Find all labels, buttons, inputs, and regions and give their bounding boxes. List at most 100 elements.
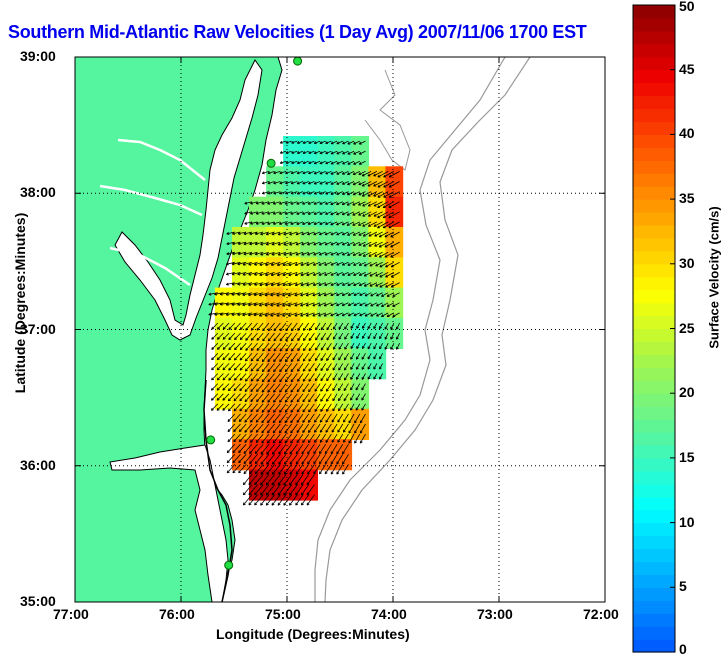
colorbar-tick-label: 50 [679, 0, 695, 14]
arrow-head [228, 328, 232, 330]
velocity-arrow [347, 191, 355, 196]
arrow-head [264, 295, 268, 297]
velocity-arrow [361, 353, 366, 360]
arrow-head [278, 472, 282, 475]
velocity-arrow [261, 423, 270, 434]
velocity-arrow [254, 272, 264, 276]
arrow-head [250, 369, 254, 372]
velocity-arrow [331, 423, 338, 433]
arrow-head [355, 398, 359, 401]
arrow-head [255, 233, 258, 236]
velocity-arrow [367, 171, 378, 177]
arrow-head [277, 493, 281, 496]
arrow-head [285, 390, 288, 393]
velocity-arrow [222, 353, 230, 361]
velocity-arrow [347, 282, 355, 286]
arrow-head [217, 338, 220, 340]
arrow-head [332, 368, 336, 371]
arrow-head [256, 369, 260, 372]
arrow-head [302, 421, 306, 423]
colorbar-segment [633, 613, 675, 627]
velocity-arrow [245, 322, 253, 331]
velocity-arrow [285, 160, 292, 164]
radar-station-marker [266, 158, 276, 168]
velocity-arrow [314, 433, 321, 443]
arrow-head [227, 430, 231, 433]
velocity-arrow [336, 231, 343, 236]
arrow-head [227, 471, 230, 474]
radar-station-marker [293, 57, 303, 66]
velocity-arrow [273, 373, 281, 383]
velocity-arrow [358, 191, 366, 196]
arrow-head [242, 274, 246, 276]
velocity-arrow [249, 241, 258, 245]
velocity-arrow [332, 342, 338, 350]
arrow-head [308, 390, 312, 393]
velocity-arrow [226, 251, 235, 255]
velocity-arrow [270, 282, 281, 286]
arrow-head [295, 483, 299, 486]
y-tick-label: 38:00 [20, 184, 56, 201]
velocity-arrow [295, 464, 304, 475]
arrow-head [301, 472, 305, 475]
arrow-head [278, 254, 281, 256]
velocity-arrow [289, 474, 298, 486]
velocity-arrow [318, 272, 326, 276]
velocity-arrow [302, 150, 309, 154]
velocity-arrow [267, 221, 275, 225]
velocity-arrow [377, 181, 389, 188]
velocity-arrow [330, 312, 338, 316]
velocity-arrow [362, 181, 372, 187]
arrow-head [233, 389, 237, 392]
colorbar-segment [633, 302, 675, 317]
arrow-head [360, 441, 363, 444]
arrow-head [289, 254, 292, 256]
arrow-head [248, 493, 252, 496]
colorbar-segment [633, 108, 675, 123]
velocity-arrow [379, 363, 383, 370]
arrow-head [279, 421, 282, 424]
velocity-arrow [337, 413, 344, 423]
arrow-head [239, 369, 243, 371]
velocity-arrow [248, 494, 258, 506]
velocity-cell [266, 257, 284, 289]
arrow-head [288, 274, 292, 277]
colorbar-segment [633, 496, 675, 511]
velocity-arrow [289, 251, 298, 256]
velocity-arrow [336, 312, 343, 316]
arrow-head [314, 430, 317, 433]
colorbar-segment [633, 315, 675, 330]
velocity-arrow [326, 363, 332, 371]
velocity-arrow [242, 474, 253, 485]
velocity-arrow [267, 413, 275, 424]
arrow-head [306, 483, 310, 486]
velocity-arrow [379, 343, 383, 350]
velocity-arrow [364, 302, 372, 307]
arrow-head [290, 370, 294, 373]
velocity-arrow [325, 221, 332, 225]
velocity-arrow [237, 312, 247, 316]
arrow-head [331, 440, 335, 443]
velocity-arrow [379, 261, 389, 268]
arrow-head [240, 338, 243, 341]
colorbar-segment [633, 160, 675, 174]
velocity-arrow [279, 201, 287, 205]
arrow-head [211, 328, 215, 330]
colorbar-segment [633, 470, 675, 485]
velocity-arrow [295, 241, 304, 246]
arrow-head [267, 431, 270, 434]
velocity-arrow [228, 383, 236, 392]
arrow-head [228, 379, 232, 381]
velocity-arrow [303, 342, 310, 351]
velocity-arrow [279, 191, 287, 194]
velocity-arrow [228, 393, 236, 402]
arrow-head [297, 339, 301, 341]
velocity-arrow [320, 383, 327, 392]
arrow-head [273, 431, 276, 434]
velocity-arrow [302, 403, 310, 413]
arrow-head [343, 409, 347, 412]
velocity-arrow [273, 403, 281, 413]
velocity-arrow [307, 251, 315, 256]
velocity-arrow [330, 171, 338, 175]
velocity-arrow [248, 484, 258, 496]
